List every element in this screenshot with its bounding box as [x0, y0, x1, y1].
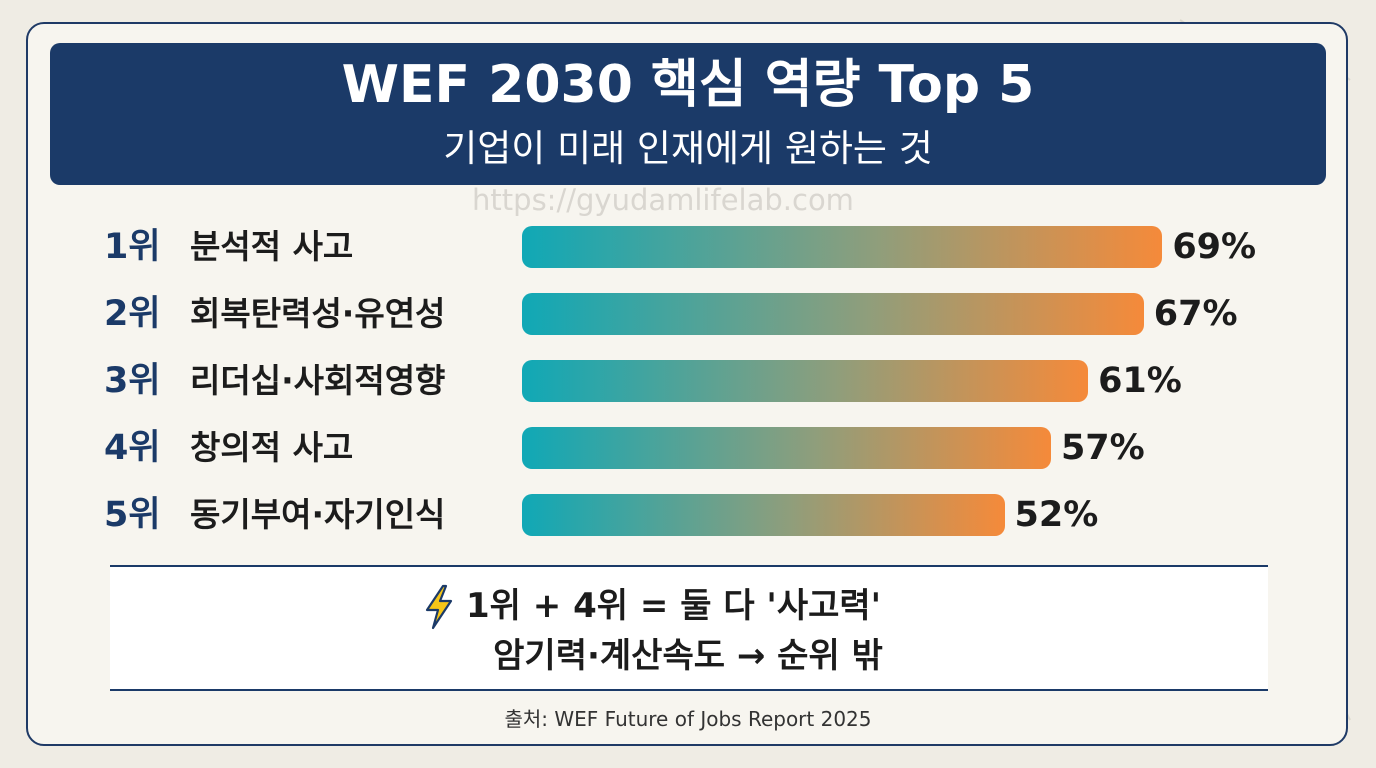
bar	[522, 360, 1089, 402]
rank-label: 4위	[104, 428, 161, 468]
chart-subtitle: 기업이 미래 인재에게 원하는 것	[443, 127, 933, 170]
bar	[522, 226, 1163, 268]
value-label: 69%	[1172, 227, 1257, 267]
category-label: 창의적 사고	[190, 428, 354, 467]
watermark-url: https://gyudamlifelab.com	[472, 183, 854, 217]
rank-label: 2위	[104, 294, 161, 334]
bar	[522, 494, 1005, 536]
value-label: 61%	[1098, 361, 1182, 401]
rank-label: 3위	[104, 361, 161, 401]
chart-title: WEF 2030 핵심 역량 Top 5	[341, 55, 1035, 115]
category-label: 리더십·사회적영향	[190, 361, 446, 400]
callout-line-1: 1위 + 4위 = 둘 다 '사고력'	[466, 586, 882, 626]
rank-label: 1위	[104, 227, 161, 267]
value-label: 67%	[1153, 294, 1238, 334]
callout-box	[110, 565, 1268, 691]
source-note: 출처: WEF Future of Jobs Report 2025	[504, 707, 872, 731]
value-label: 57%	[1060, 428, 1145, 468]
header-banner	[50, 43, 1326, 185]
value-label: 52%	[1014, 495, 1099, 535]
bar	[522, 427, 1051, 469]
callout-line-2: 암기력·계산속도 → 순위 밖	[493, 636, 883, 676]
bar	[522, 293, 1144, 335]
category-label: 회복탄력성·유연성	[190, 294, 446, 333]
category-label: 동기부여·자기인식	[190, 495, 446, 534]
category-label: 분석적 사고	[190, 227, 354, 266]
lightning-icon	[425, 584, 453, 630]
rank-label: 5위	[104, 495, 161, 535]
